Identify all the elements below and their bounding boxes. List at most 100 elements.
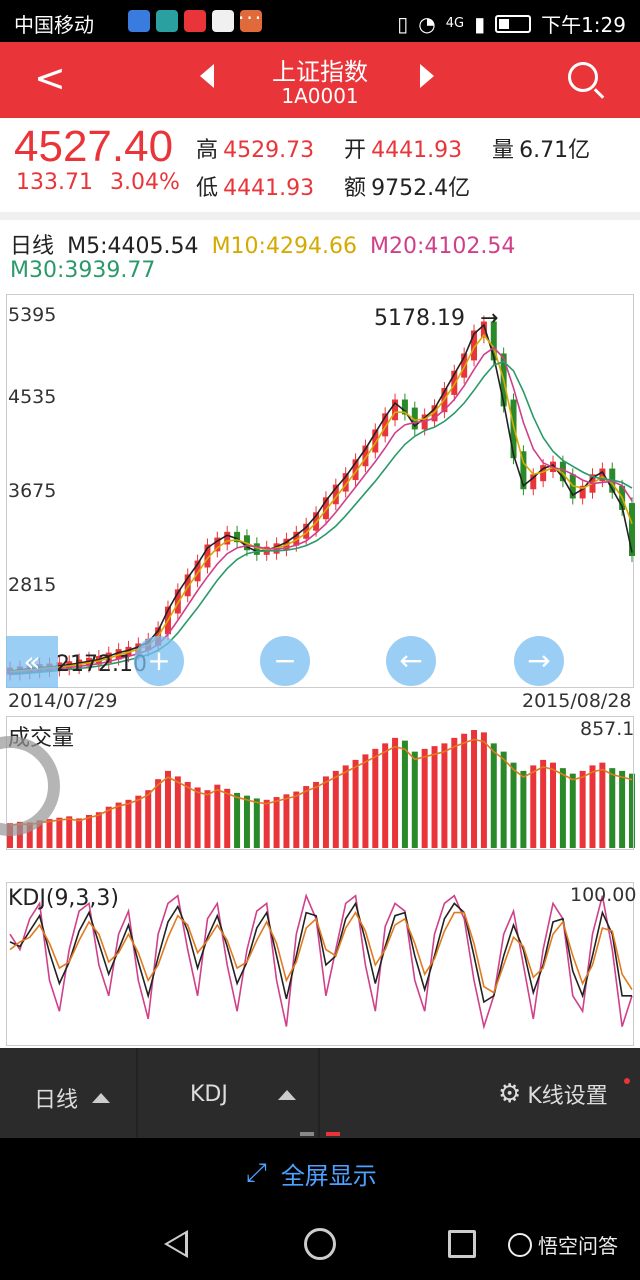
candle <box>599 468 606 482</box>
volume-bar <box>520 770 527 848</box>
open-label: 开 <box>344 138 367 163</box>
volume-bar <box>609 768 616 848</box>
ma30-line <box>9 360 633 676</box>
volume-bar <box>619 770 626 848</box>
app-icon <box>212 10 234 32</box>
kdj-max-label: 100.00 <box>570 884 637 906</box>
volume-bar <box>431 746 438 848</box>
indicator-selector-label: KDJ <box>190 1082 228 1107</box>
zoom-out-icon[interactable]: − <box>260 636 310 686</box>
current-price: 4527.40 <box>14 122 174 171</box>
volume-bar <box>115 802 122 848</box>
settings-label: K线设置 <box>527 1084 608 1109</box>
candle <box>194 560 201 582</box>
back-icon[interactable]: < <box>34 56 66 100</box>
app-icon <box>128 10 150 32</box>
volume-bar <box>204 790 211 848</box>
nav-recent-icon[interactable] <box>448 1230 476 1258</box>
divider <box>0 212 640 220</box>
volume-bar <box>599 762 606 848</box>
system-nav-bar: 悟空问答 <box>0 1208 640 1280</box>
volume-bar <box>46 819 53 848</box>
scroll-left-button[interactable]: « <box>6 636 58 688</box>
volume-bar <box>135 795 142 848</box>
expand-icon: ⤢ <box>246 1158 267 1188</box>
volume-bar <box>125 799 132 848</box>
volume-bar <box>490 743 497 848</box>
clock: 下午1:29 <box>541 13 626 37</box>
volume-bar <box>283 794 290 848</box>
arrow-right-icon[interactable]: → <box>514 636 564 686</box>
kdj-k-line <box>9 901 632 1004</box>
search-icon[interactable] <box>568 62 598 92</box>
candle <box>579 485 586 499</box>
candle <box>540 465 547 482</box>
low-label: 低 <box>196 176 219 201</box>
nav-back-inner <box>168 1234 185 1254</box>
volume-bar <box>550 762 557 848</box>
stock-code: 1A0001 <box>281 84 359 108</box>
kdj-title: KDJ(9,3,3) <box>8 886 119 911</box>
candle <box>559 461 566 482</box>
gear-icon: ⚙ <box>498 1079 522 1109</box>
low-value: 4441.93 <box>223 176 315 201</box>
volume-bar <box>362 754 369 848</box>
arrow-left-icon[interactable]: ← <box>386 636 436 686</box>
high-annotation: 5178.19 → <box>374 306 498 331</box>
volume-bar <box>480 732 487 848</box>
more-notifications-icon: ··· <box>238 6 264 30</box>
candle <box>303 523 310 539</box>
volume-bar <box>174 776 181 848</box>
network-label: 4G <box>445 16 465 31</box>
notification-dot <box>624 1078 630 1084</box>
volume-bar <box>461 733 468 848</box>
candle <box>184 574 191 597</box>
volume-bar <box>293 791 300 848</box>
candle <box>234 531 241 543</box>
indicator-selector[interactable]: KDJ <box>190 1082 296 1107</box>
candle <box>293 531 300 546</box>
volume-bar <box>234 792 241 848</box>
volume-bar <box>352 759 359 848</box>
candle <box>253 543 260 555</box>
zoom-in-icon[interactable]: + <box>134 636 184 686</box>
volume-bar <box>26 822 33 848</box>
y-tick: 2815 <box>8 574 57 596</box>
candle <box>362 445 369 467</box>
volume-bar <box>589 765 596 848</box>
change-value: 133.71 <box>16 170 93 195</box>
prev-stock-icon[interactable] <box>200 64 214 88</box>
watermark-label: 悟空问答 <box>538 1234 618 1258</box>
nav-home-icon[interactable] <box>304 1228 336 1260</box>
kline-settings-button[interactable]: ⚙ K线设置 <box>498 1078 608 1110</box>
app-icon <box>240 10 262 32</box>
ma20-value: M20:4102.54 <box>370 234 516 259</box>
volume-bar <box>66 816 73 848</box>
next-stock-icon[interactable] <box>420 64 434 88</box>
volume-bar <box>76 818 83 848</box>
app-icon <box>156 10 178 32</box>
candle <box>530 474 537 490</box>
app-header: < 上证指数 1A0001 <box>0 42 640 118</box>
volume-bar <box>579 770 586 848</box>
page-title: 上证指数 <box>272 58 368 86</box>
y-tick: 3675 <box>8 480 57 502</box>
period-selector[interactable]: 日线 <box>34 1082 111 1114</box>
low-annotation: 2172.10 <box>56 652 147 677</box>
divider <box>136 1048 138 1138</box>
amount-row: 额 9752.4亿 <box>344 170 470 202</box>
volume-bar <box>194 787 201 848</box>
candle <box>372 429 379 453</box>
volume-bar <box>500 751 507 848</box>
period-label: 日线 <box>10 234 55 259</box>
change-percent: 3.04% <box>109 170 180 195</box>
candle <box>461 353 468 378</box>
kline-chart[interactable] <box>6 294 634 688</box>
volume-bar <box>382 743 389 848</box>
candle <box>411 407 418 430</box>
fullscreen-content: ⤢ 全屏显示 <box>246 1156 377 1191</box>
fullscreen-button[interactable]: ⤢ 全屏显示 <box>0 1138 640 1208</box>
high-row: 高 4529.73 <box>196 132 314 164</box>
y-tick: 4535 <box>8 386 57 408</box>
candle <box>174 589 181 614</box>
